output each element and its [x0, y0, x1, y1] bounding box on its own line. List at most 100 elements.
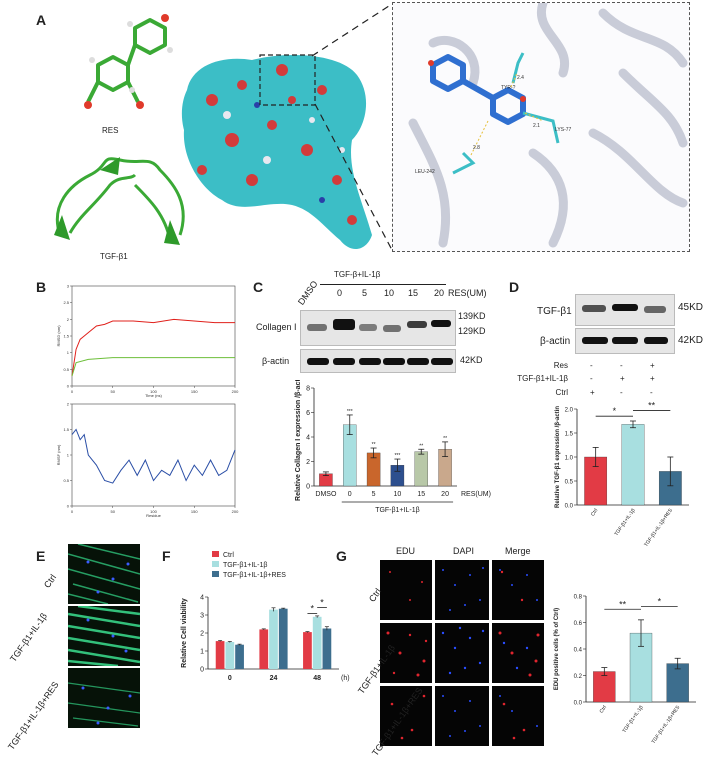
x-tick-label: 50 [111, 509, 116, 514]
x-tick-label: TGF-β1+IL-1β [614, 508, 637, 538]
y-tick-label: 0.2 [574, 674, 583, 680]
y-tick-label: 4 [306, 435, 310, 442]
g-image-tgf-merge [492, 623, 544, 683]
y-tick-label: 1.5 [63, 334, 69, 339]
y-tick-label: 0.5 [63, 367, 69, 372]
edu-positive-bar-chart: 0.0 0.2 0.4 0.6 0.8 EDU positive cells (% of … [554, 595, 696, 745]
d-sign-0-1: - [620, 361, 623, 370]
x-tick-label: 150 [191, 509, 198, 514]
legend-swatch [212, 571, 219, 577]
g-image-ctrl-dapi [435, 560, 489, 620]
x-tick-label: 0 [71, 509, 74, 514]
bar [666, 663, 689, 703]
y-tick-label: 0 [306, 484, 310, 491]
x-tick-label: 200 [232, 509, 239, 514]
bar [269, 609, 278, 669]
cell-viability-bar-chart: 0 1 2 3 4 Relative Cell viability Ctrl TGF-β1+I… [181, 551, 350, 682]
collagen-bar-chart: 0 2 4 6 8 Relative Collagen I expression /β-a… [295, 380, 491, 514]
legend-label: TGF-β1+IL-1β [223, 562, 267, 569]
c-kd-42: 42KD [460, 355, 483, 365]
bar [278, 608, 288, 669]
panel-label-g: G [336, 548, 347, 564]
c-collagen-label: Collagen I [256, 322, 297, 332]
protein-surface-structure [181, 54, 372, 250]
g-col-edu: EDU [396, 546, 416, 556]
y-tick-label: 6 [306, 410, 310, 417]
bar [414, 451, 428, 487]
significance-label: ** [372, 442, 376, 448]
d-sign-1-1: + [620, 374, 625, 383]
d-sign-1-2: + [650, 374, 655, 383]
c-res-unit: RES(UM) [448, 288, 487, 298]
y-tick-label: 0.5 [63, 478, 69, 483]
c-kd-139: 139KD [458, 311, 486, 321]
x-tick-label: Ctrl [590, 508, 599, 518]
x-tick-label: 100 [150, 389, 157, 394]
plot-frame [71, 285, 236, 387]
legend-swatch [212, 551, 219, 557]
x-tick-label: DMSO [315, 491, 337, 498]
residue-lys77-label: LYS-77 [555, 127, 572, 133]
x-axis-label: Residue [146, 513, 161, 518]
y-tick-label: 0.8 [574, 595, 583, 601]
c-treatment-header: TGF-β+IL-1β [334, 270, 381, 279]
e-image-ctrl [67, 543, 141, 605]
y-tick-label: 1 [67, 350, 70, 355]
d-actin-label: β-actin [540, 336, 571, 347]
d-tgf-label: TGF-β1 [537, 306, 572, 317]
y-axis-label: RMSD (nm) [56, 325, 61, 347]
significance-label: * [658, 597, 662, 607]
res-molecule-structure [84, 14, 173, 109]
bar [621, 424, 645, 506]
y-tick-label: 1 [200, 649, 204, 656]
g-image-tgf-dapi [435, 623, 489, 683]
x-tick-label: 0 [228, 675, 232, 682]
x-tick-label: TGF-β1+IL-1β [622, 705, 645, 735]
y-tick-label: 0 [200, 667, 204, 674]
g-image-tgf-res-edu [380, 686, 432, 746]
significance-label: * [320, 597, 324, 607]
c-lane-20: 20 [434, 288, 445, 298]
y-tick-label: 0.0 [574, 701, 583, 707]
distance-3-label: 2.8 [473, 145, 480, 151]
g-col-merge: Merge [505, 546, 531, 556]
y-tick-label: 1 [67, 453, 70, 458]
y-axis-label: Relative TGF-β1 expression /β-actin [555, 406, 561, 508]
d-sign-2-2: - [650, 388, 653, 397]
bar [235, 644, 244, 669]
c-actin-label: β-actin [262, 356, 290, 366]
e-row-tgf: TGF-β1+IL-1β [8, 611, 49, 664]
y-axis-label: RMSF (nm) [56, 444, 61, 465]
x-tick-label: 50 [111, 389, 116, 394]
e-image-tgf [67, 604, 141, 668]
y-axis-label: Relative Collagen I expression /β-actin [295, 380, 302, 501]
significance-label: ** [619, 599, 627, 609]
rmsf-line-chart: 0 50 100 150 200 0 0.5 1 1.5 2 Residue RMSF (nm) [56, 402, 239, 519]
treatment-label: TGF-β1+IL-1β [375, 507, 419, 514]
d-sign-2-1: - [620, 388, 623, 397]
y-axis-label: EDU positive cells (% of Ctrl) [554, 608, 560, 690]
residue-leu242-label: LEU-242 [415, 169, 435, 175]
d-sign-2-0: + [590, 388, 595, 397]
x-tick-label: 0 [348, 491, 352, 498]
x-tick-label: TGF-β1+IL-1β+RES [643, 507, 674, 548]
y-tick-label: 4 [200, 595, 204, 602]
significance-label: *** [394, 453, 400, 459]
x-tick-label: Ctrl [599, 705, 608, 715]
x-tick-label: 48 [313, 675, 321, 682]
tgf-beta1-label: TGF-β1 [100, 252, 128, 261]
y-tick-label: 2.0 [565, 408, 574, 414]
c-actin-blot [300, 349, 456, 373]
d-row-res: Res [553, 361, 568, 370]
x-tick-label: 10 [394, 491, 402, 498]
legend-label: Ctrl [223, 552, 234, 559]
bar [215, 641, 225, 669]
significance-label: ** [648, 400, 656, 410]
panel-label-d: D [509, 279, 520, 295]
x-tick-label: 0 [71, 389, 74, 394]
panel-label-e: E [36, 548, 46, 564]
series-line [71, 428, 236, 484]
x-tick-label: 15 [417, 491, 425, 498]
x-tick-label: 20 [441, 491, 449, 498]
e-row-tgf-res: TGF-β1+IL-1β+RES [6, 679, 61, 752]
